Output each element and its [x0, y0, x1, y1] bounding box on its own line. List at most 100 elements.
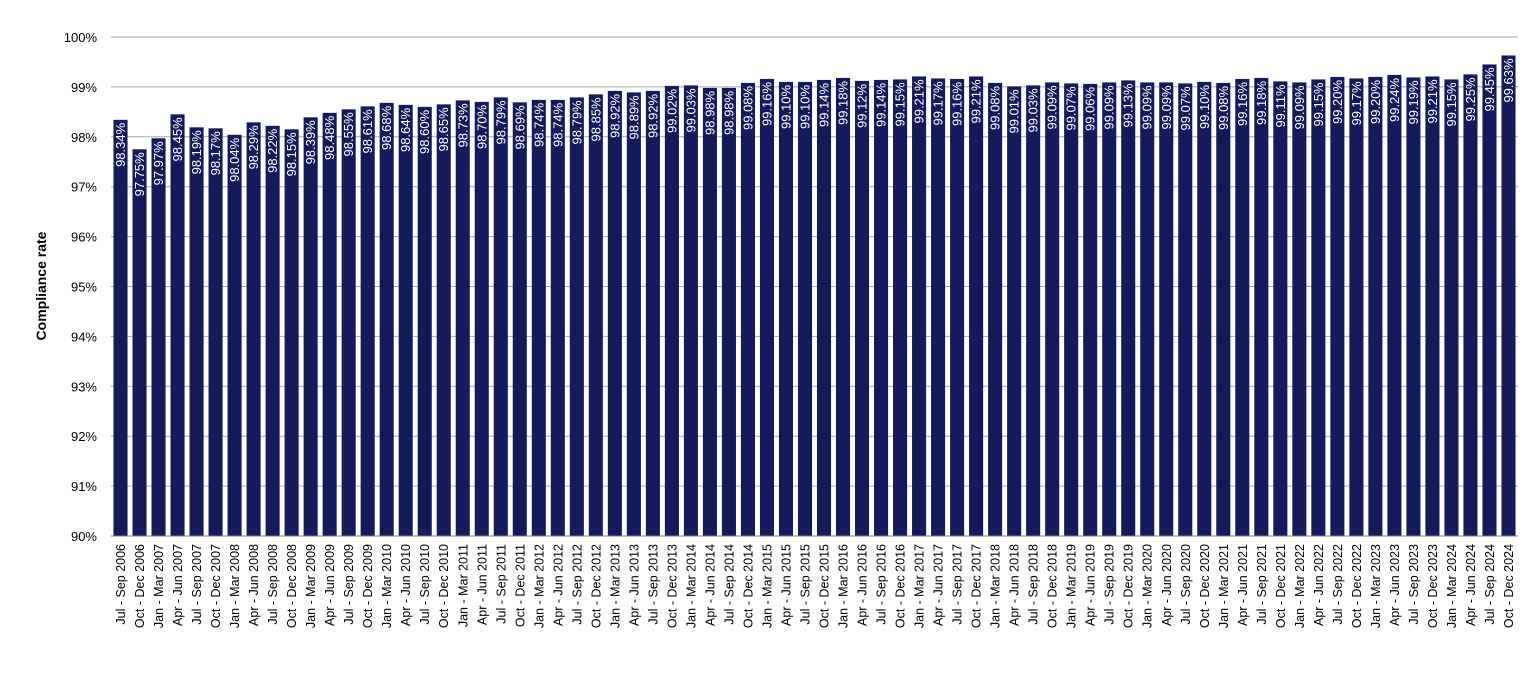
x-category-label: Jan - Mar 2023 [1369, 544, 1383, 628]
x-category-label: Jan - Mar 2009 [304, 544, 318, 628]
bar-data-label: 99.03% [1026, 88, 1041, 133]
x-category-label: Jan - Mar 2015 [760, 544, 774, 628]
bar-data-label: 98.98% [721, 90, 736, 135]
x-category-label: Jan - Mar 2024 [1445, 544, 1459, 628]
x-category-label: Oct - Dec 2024 [1502, 544, 1516, 628]
x-category-label: Jan - Mar 2022 [1293, 544, 1307, 628]
bar [455, 100, 470, 537]
bar [474, 101, 489, 537]
bar-data-label: 98.22% [265, 128, 280, 173]
bar-data-label: 98.60% [417, 109, 432, 154]
bar-data-label: 99.16% [759, 81, 774, 126]
bar-data-label: 99.10% [1197, 84, 1212, 129]
bar-data-label: 98.61% [360, 109, 375, 154]
y-tick-label: 92% [71, 429, 97, 444]
bar-data-label: 98.85% [588, 97, 603, 142]
x-category-label: Apr - Jun 2015 [779, 544, 793, 626]
bar-data-label: 98.89% [626, 95, 641, 140]
bar [1425, 76, 1440, 537]
bar [493, 97, 508, 536]
x-category-label: Oct - Dec 2013 [665, 544, 679, 628]
bar [969, 76, 984, 537]
bar-data-label: 99.21% [1425, 79, 1440, 124]
x-category-label: Jul - Sep 2024 [1483, 544, 1497, 625]
bar-data-label: 99.09% [1045, 85, 1060, 130]
bar [113, 119, 128, 537]
x-category-label: Oct - Dec 2007 [209, 544, 223, 628]
bar [550, 99, 565, 537]
bar [1387, 74, 1402, 536]
x-category-label: Apr - Jun 2024 [1464, 544, 1478, 626]
bar-data-label: 99.20% [1330, 79, 1345, 124]
bar-data-label: 98.15% [284, 132, 299, 177]
bar [912, 76, 927, 537]
x-category-label: Jan - Mar 2014 [684, 544, 698, 628]
bar [227, 134, 242, 536]
bar-data-label: 98.70% [474, 104, 489, 149]
y-tick-label: 91% [71, 479, 97, 494]
bar [721, 87, 736, 536]
bar-data-label: 99.21% [912, 79, 927, 124]
y-axis-title: Compliance rate [33, 231, 49, 340]
bar [151, 138, 166, 536]
x-category-label: Apr - Jun 2020 [1160, 544, 1174, 626]
y-tick-label: 100% [64, 30, 98, 45]
bar-data-label: 99.21% [969, 79, 984, 124]
bar-data-label: 99.20% [1368, 79, 1383, 124]
bar-data-label: 98.29% [246, 125, 261, 170]
x-category-label: Jan - Mar 2011 [456, 544, 470, 627]
x-category-label: Oct - Dec 2017 [970, 544, 984, 628]
x-category-label: Apr - Jun 2008 [247, 544, 261, 626]
x-category-label: Oct - Dec 2012 [589, 544, 603, 628]
x-category-label: Apr - Jun 2023 [1388, 544, 1402, 626]
bar [664, 85, 679, 536]
x-category-label: Jul - Sep 2018 [1027, 544, 1041, 625]
bar-data-label: 98.79% [569, 100, 584, 145]
bar-data-label: 99.14% [817, 82, 832, 127]
bar [512, 102, 527, 536]
bar-data-label: 98.64% [398, 107, 413, 152]
bar-data-label: 98.39% [303, 120, 318, 165]
bar-data-label: 99.01% [1007, 89, 1022, 134]
bar-data-label: 98.65% [436, 107, 451, 152]
x-category-label: Jan - Mar 2017 [913, 544, 927, 628]
bar-data-label: 99.45% [1482, 67, 1497, 112]
bar [1007, 86, 1022, 536]
bar [208, 128, 223, 536]
bar-data-label: 99.03% [683, 88, 698, 133]
x-category-label: Apr - Jun 2019 [1084, 544, 1098, 626]
bar [1273, 81, 1288, 536]
bar [436, 104, 451, 537]
bar [1102, 82, 1117, 536]
bar [398, 104, 413, 536]
x-category-label: Apr - Jun 2013 [627, 544, 641, 626]
x-category-label: Jul - Sep 2006 [114, 544, 128, 625]
bar-data-label: 99.63% [1501, 58, 1516, 103]
bar-data-label: 99.16% [950, 81, 965, 126]
bars [113, 55, 1516, 537]
x-category-label: Oct - Dec 2009 [361, 544, 375, 628]
x-category-label: Oct - Dec 2020 [1198, 544, 1212, 628]
y-tick-label: 90% [71, 529, 97, 544]
bar [1254, 77, 1269, 536]
bar-data-label: 99.06% [1083, 86, 1098, 131]
bar [759, 78, 775, 536]
bar-data-label: 98.69% [512, 105, 527, 150]
x-category-label: Oct - Dec 2014 [741, 544, 755, 628]
bar-data-label: 98.79% [493, 100, 508, 145]
bar-data-label: 99.15% [1311, 82, 1326, 127]
bar [1140, 82, 1155, 536]
x-category-label: Jul - Sep 2023 [1407, 544, 1421, 625]
bar [265, 125, 280, 537]
bar-data-label: 99.10% [778, 84, 793, 129]
x-category-label: Oct - Dec 2022 [1350, 544, 1364, 628]
bar-data-label: 99.08% [740, 85, 755, 130]
x-category-label: Oct - Dec 2023 [1426, 544, 1440, 628]
bar-data-label: 99.17% [1349, 81, 1364, 126]
bar [531, 99, 546, 537]
bar [132, 149, 147, 536]
bar [1064, 83, 1079, 537]
bar-data-label: 99.14% [874, 82, 889, 127]
x-category-label: Apr - Jun 2011 [475, 544, 489, 625]
